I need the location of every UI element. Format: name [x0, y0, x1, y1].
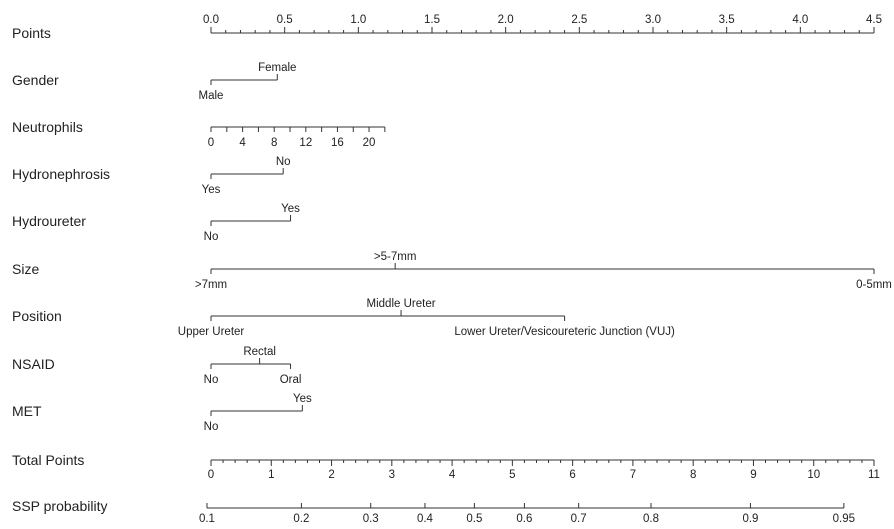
- points-tick-label: 2.0: [498, 14, 514, 26]
- neutrophils-tick-label: 12: [299, 137, 312, 149]
- ssp-probability-tick-label: 0.95: [833, 513, 855, 525]
- hydronephrosis-level-label: No: [276, 156, 291, 168]
- total-points-tick-label: 1: [268, 469, 274, 481]
- total-points-tick-label: 4: [449, 469, 456, 481]
- met-level-label: No: [204, 421, 219, 433]
- ssp-probability-tick-label: 0.6: [516, 513, 532, 525]
- row-label-hydroureter: Hydroureter: [12, 213, 86, 229]
- points-tick-label: 1.0: [350, 14, 366, 26]
- points-tick-label: 0.0: [203, 14, 219, 26]
- position-level-label: Upper Ureter: [178, 326, 245, 338]
- neutrophils-tick-label: 8: [271, 137, 277, 149]
- position-level-label: Lower Ureter/Vesicoureteric Junction (VU…: [454, 326, 675, 338]
- size-level-label: >7mm: [195, 279, 227, 291]
- neutrophils-tick-label: 20: [363, 137, 376, 149]
- gender-level-label: Male: [199, 90, 224, 102]
- hydroureter-level-label: Yes: [281, 203, 300, 215]
- ssp-probability-tick-label: 0.9: [742, 513, 758, 525]
- size-level-label: 0-5mm: [856, 279, 892, 291]
- points-tick-label: 2.5: [571, 14, 587, 26]
- row-label-nsaid: NSAID: [12, 356, 55, 372]
- neutrophils-tick-label: 0: [208, 137, 214, 149]
- ssp-probability-tick-label: 0.5: [466, 513, 482, 525]
- total-points-tick-label: 6: [569, 469, 575, 481]
- row-label-points: Points: [12, 25, 51, 41]
- total-points-tick-label: 0: [208, 469, 214, 481]
- row-label-hydronephrosis: Hydronephrosis: [12, 166, 110, 182]
- ssp-probability-tick-label: 0.2: [293, 513, 309, 525]
- row-label-total_points: Total Points: [12, 452, 84, 468]
- total-points-tick-label: 9: [750, 469, 756, 481]
- ssp-probability-tick-label: 0.1: [199, 513, 215, 525]
- hydronephrosis-level-label: Yes: [202, 184, 221, 196]
- neutrophils-tick-label: 16: [331, 137, 344, 149]
- total-points-tick-label: 7: [630, 469, 636, 481]
- row-label-met: MET: [12, 403, 42, 419]
- points-tick-label: 0.5: [277, 14, 293, 26]
- total-points-tick-label: 8: [690, 469, 696, 481]
- points-tick-label: 4.0: [792, 14, 808, 26]
- hydroureter-level-label: No: [204, 231, 219, 243]
- points-tick-label: 4.5: [866, 14, 882, 26]
- ssp-probability-tick-label: 0.8: [643, 513, 659, 525]
- row-label-ssp_probability: SSP probability: [12, 498, 107, 514]
- total-points-tick-label: 3: [389, 469, 395, 481]
- met-level-label: Yes: [293, 393, 312, 405]
- position-level-label: Middle Ureter: [367, 298, 436, 310]
- total-points-tick-label: 2: [328, 469, 334, 481]
- nsaid-level-label: Oral: [280, 374, 302, 386]
- size-level-label: >5-7mm: [374, 251, 417, 263]
- ssp-probability-tick-label: 0.7: [571, 513, 587, 525]
- row-label-position: Position: [12, 308, 62, 324]
- nsaid-level-label: No: [204, 374, 219, 386]
- points-tick-label: 1.5: [424, 14, 440, 26]
- row-label-neutrophils: Neutrophils: [12, 119, 83, 135]
- neutrophils-tick-label: 4: [239, 137, 246, 149]
- total-points-tick-label: 5: [509, 469, 515, 481]
- points-tick-label: 3.5: [719, 14, 735, 26]
- ssp-probability-tick-label: 0.4: [417, 513, 434, 525]
- row-label-size: Size: [12, 261, 39, 277]
- total-points-tick-label: 11: [868, 469, 880, 481]
- points-tick-label: 3.0: [645, 14, 661, 26]
- nsaid-level-label: Rectal: [243, 346, 276, 358]
- row-label-gender: Gender: [12, 72, 59, 88]
- total-points-tick-label: 10: [807, 469, 820, 481]
- gender-level-label: Female: [258, 62, 296, 74]
- ssp-probability-tick-label: 0.3: [363, 513, 379, 525]
